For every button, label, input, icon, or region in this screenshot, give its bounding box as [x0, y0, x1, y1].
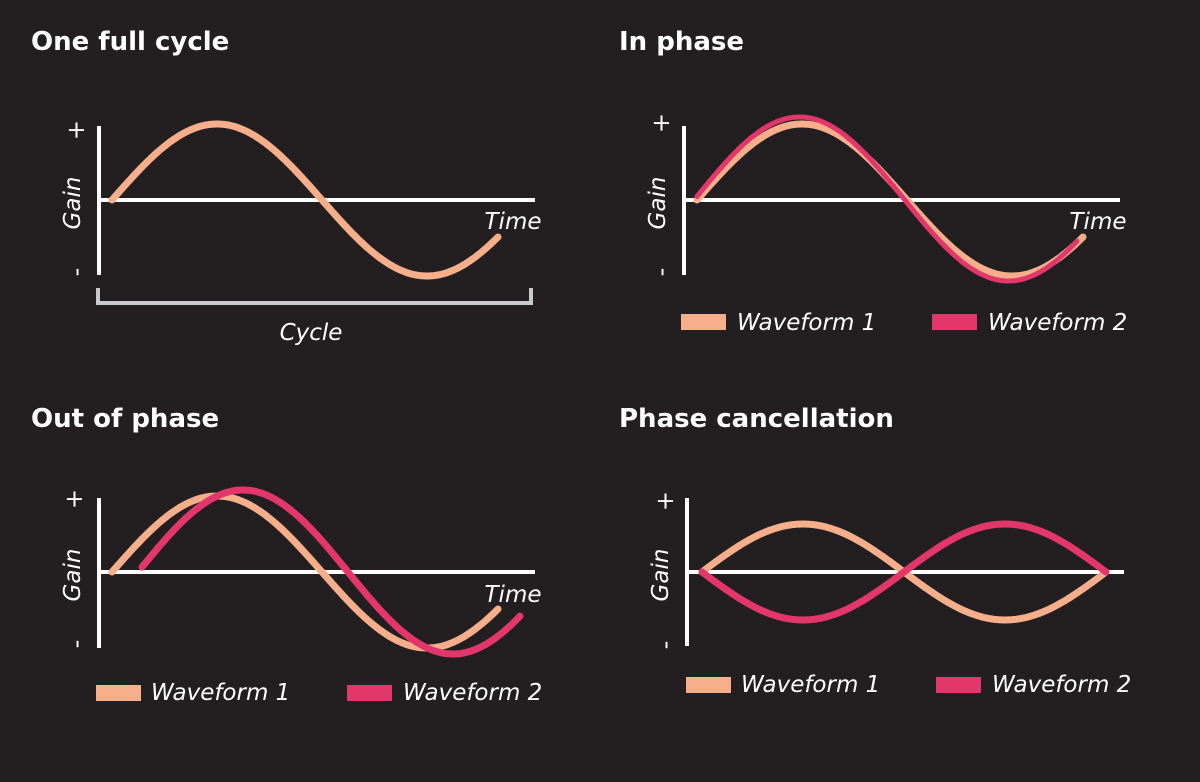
y-axis-label: Gain	[648, 549, 674, 602]
legend-label-waveform-1: Waveform 1	[741, 672, 880, 698]
cycle-bracket	[96, 288, 533, 305]
legend-swatch-waveform-2	[347, 685, 392, 701]
y-plus-sign: +	[62, 120, 90, 140]
x-axis-label: Time	[485, 209, 542, 235]
legend-swatch-waveform-2	[936, 677, 981, 693]
y-minus-sign: -	[651, 641, 679, 650]
panel-title: Out of phase	[31, 404, 219, 434]
waveform-2-curve	[694, 114, 1080, 284]
y-axis-label: Gain	[60, 177, 86, 230]
legend-swatch-waveform-2	[932, 314, 977, 330]
legend-label-waveform-2: Waveform 2	[988, 310, 1127, 336]
y-plus-sign: +	[60, 489, 88, 509]
legend-swatch-waveform-1	[96, 685, 141, 701]
legend-swatch-waveform-1	[681, 314, 726, 330]
y-axis-label: Gain	[60, 549, 86, 602]
legend-label-waveform-1: Waveform 1	[151, 680, 290, 706]
y-plus-sign: +	[651, 491, 679, 511]
panel-title: Phase cancellation	[619, 404, 894, 434]
panel-in-phase: In phase + Gain - Time Waveform 1 Wavefo…	[619, 27, 1127, 336]
cycle-label: Cycle	[280, 320, 343, 346]
legend-swatch-waveform-1	[686, 677, 731, 693]
y-axis-label: Gain	[645, 177, 671, 230]
panel-title: One full cycle	[31, 27, 229, 57]
panel-phase-cancellation: Phase cancellation + Gain - Waveform 1 W…	[619, 404, 1131, 698]
y-minus-sign: -	[62, 640, 90, 649]
y-plus-sign: +	[647, 113, 675, 133]
waveform-2-curve	[698, 520, 1110, 624]
legend-label-waveform-2: Waveform 2	[992, 672, 1131, 698]
panel-title: In phase	[619, 27, 744, 57]
panel-out-of-phase: Out of phase + Gain - Time Waveform 1 Wa…	[31, 404, 542, 706]
panel-one-full-cycle: One full cycle + Gain - Time Cycle	[31, 27, 542, 346]
x-axis-label: Time	[1070, 209, 1127, 235]
legend-label-waveform-2: Waveform 2	[403, 680, 542, 706]
waveform-1-curve	[108, 120, 502, 280]
x-axis-label: Time	[485, 582, 542, 608]
y-minus-sign: -	[62, 268, 90, 277]
legend-label-waveform-1: Waveform 1	[737, 310, 876, 336]
y-minus-sign: -	[647, 268, 675, 277]
waveform-2-curve	[138, 486, 524, 658]
